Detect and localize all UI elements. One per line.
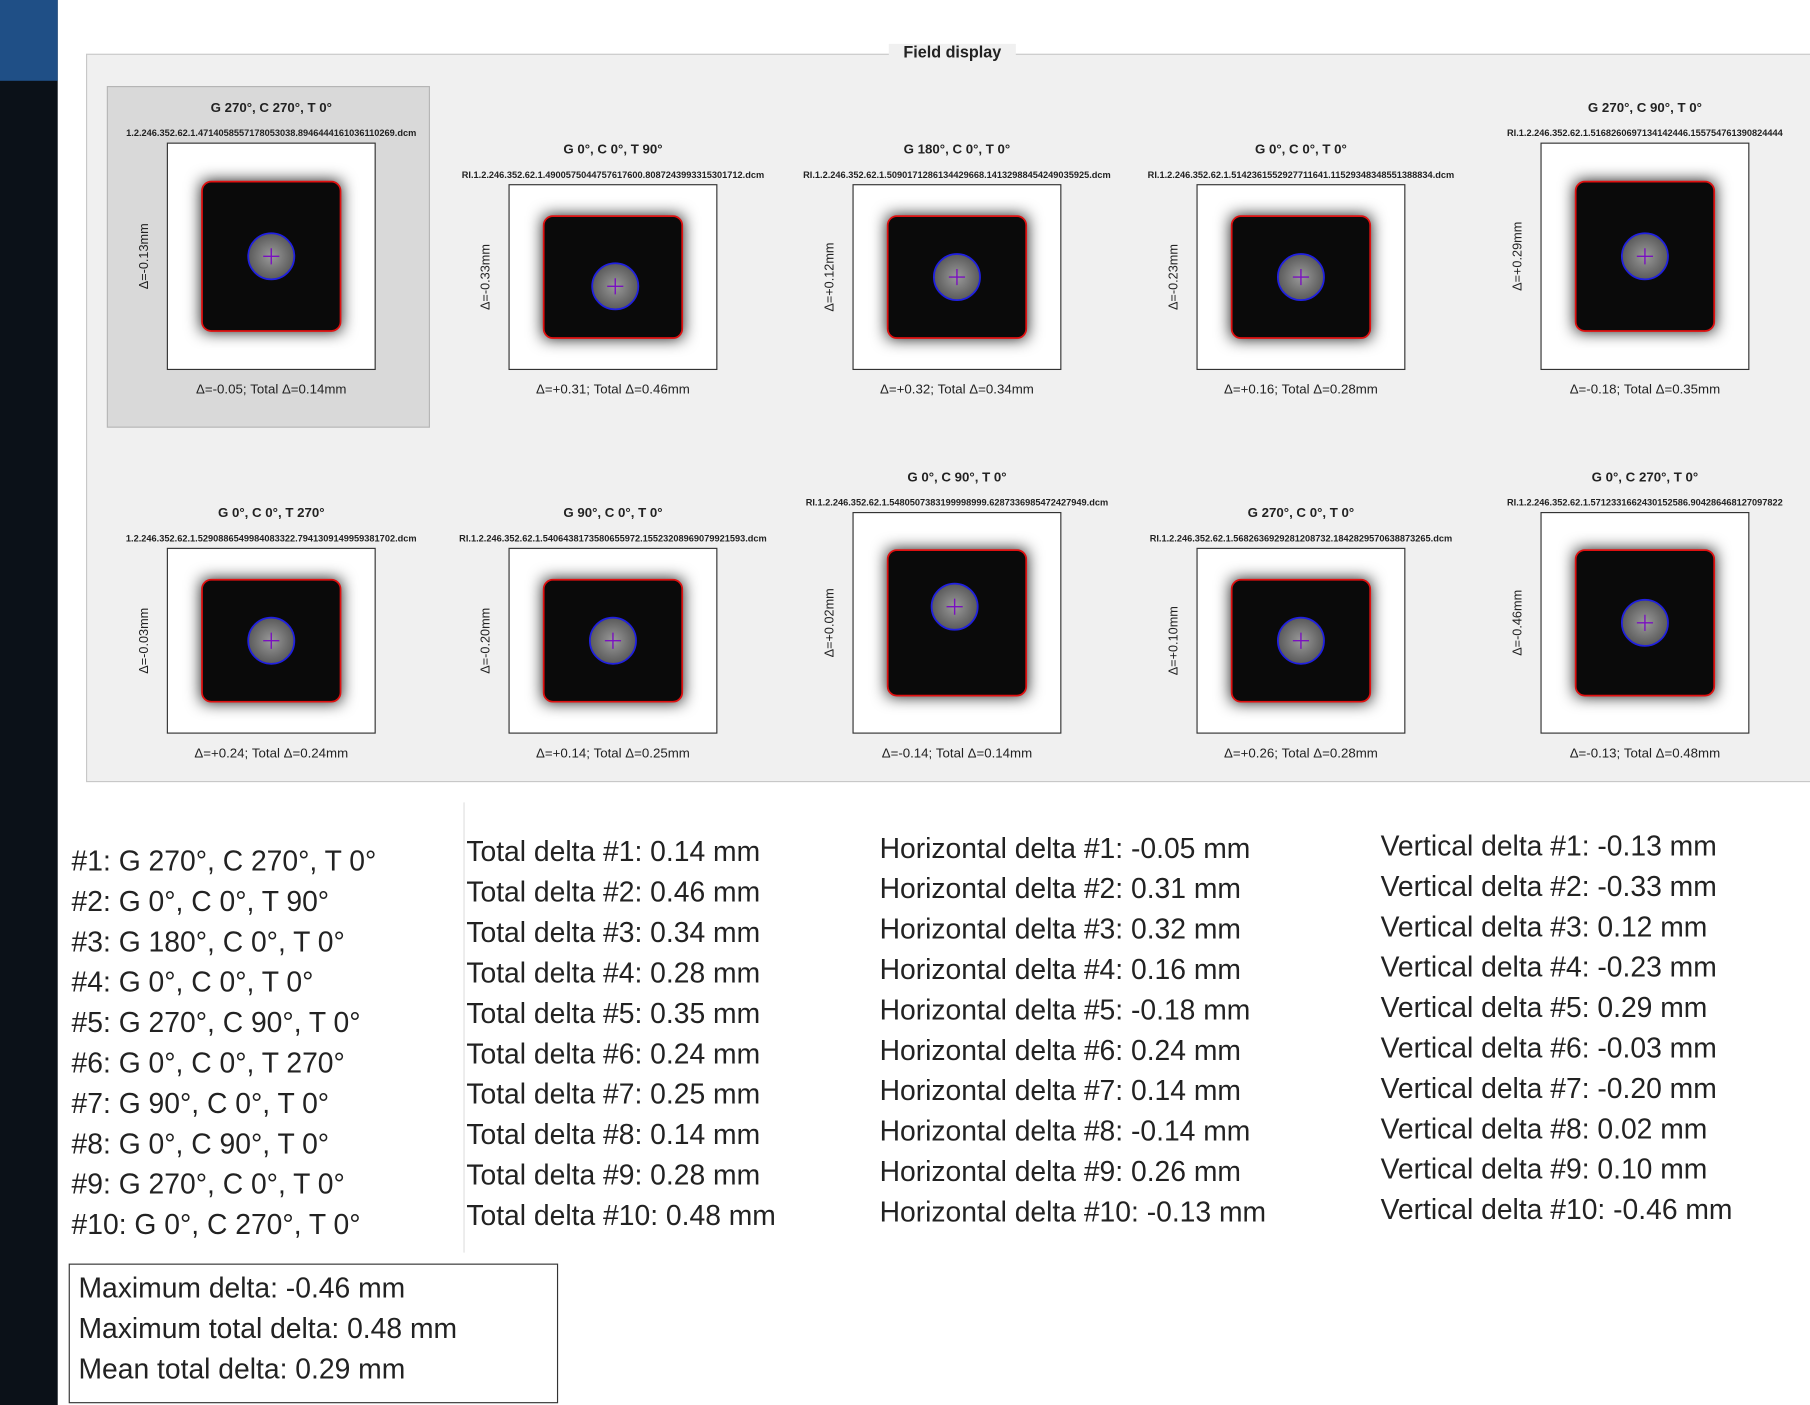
vertical-delta-label: Δ=+0.02mm <box>822 588 836 657</box>
result-line: #9: G 270°, C 0°, T 0° <box>72 1168 345 1200</box>
field-tile[interactable]: G 270°, C 90°, T 0° RI.1.2.246.352.62.1.5… <box>1507 100 1784 397</box>
result-line: Vertical delta #5: 0.29 mm <box>1381 991 1708 1023</box>
tile-title: G 0°, C 0°, T 90° <box>563 142 662 157</box>
vertical-delta-label: Δ=+0.12mm <box>822 243 836 312</box>
result-line: Total delta #4: 0.28 mm <box>466 956 760 988</box>
summary-line: Maximum total delta: 0.48 mm <box>78 1312 457 1344</box>
vertical-delta-label: Δ=-0.33mm <box>478 244 492 310</box>
tile-filename: RI.1.2.246.352.62.1.5712331662430152586.… <box>1507 498 1783 508</box>
summary-line: Maximum delta: -0.46 mm <box>78 1272 405 1304</box>
result-line: Total delta #9: 0.28 mm <box>466 1158 760 1190</box>
result-line: Vertical delta #4: -0.23 mm <box>1381 951 1717 983</box>
horizontal-delta-label: Δ=-0.13; Total Δ=0.48mm <box>1570 745 1720 760</box>
result-line: Horizontal delta #6: 0.24 mm <box>880 1034 1241 1066</box>
result-line: Total delta #3: 0.34 mm <box>466 916 760 948</box>
result-line: #4: G 0°, C 0°, T 0° <box>72 966 314 998</box>
horizontal-delta-label: Δ=-0.05; Total Δ=0.14mm <box>196 382 346 397</box>
result-line: #3: G 180°, C 0°, T 0° <box>72 925 345 957</box>
result-line: Horizontal delta #10: -0.13 mm <box>880 1195 1266 1227</box>
result-line: Horizontal delta #5: -0.18 mm <box>880 993 1251 1025</box>
result-line: Vertical delta #7: -0.20 mm <box>1381 1072 1717 1104</box>
horizontal-delta-label: Δ=+0.31; Total Δ=0.46mm <box>536 382 690 397</box>
result-line: #10: G 0°, C 270°, T 0° <box>72 1208 361 1240</box>
screen: Field display G 270°, C 270°, T 0° 1.2.24… <box>0 0 1810 1405</box>
tile-title: G 0°, C 270°, T 0° <box>1592 469 1699 484</box>
tile-title: G 0°, C 0°, T 270° <box>218 505 325 520</box>
result-line: Horizontal delta #1: -0.05 mm <box>880 832 1251 864</box>
result-line: Total delta #2: 0.46 mm <box>466 876 760 908</box>
result-line: Horizontal delta #8: -0.14 mm <box>880 1115 1251 1147</box>
tile-filename: RI.1.2.246.352.62.1.5682636929281208732.… <box>1150 533 1452 543</box>
tile-filename: RI.1.2.246.352.62.1.5090171286134429668.… <box>803 170 1111 180</box>
tile-filename: RI.1.2.246.352.62.1.5480507383199998999.… <box>806 498 1108 508</box>
field-tile[interactable]: G 0°, C 270°, T 0° RI.1.2.246.352.62.1.57… <box>1507 469 1783 760</box>
result-line: Total delta #7: 0.25 mm <box>466 1078 760 1110</box>
horizontal-delta-label: Δ=+0.16; Total Δ=0.28mm <box>1224 382 1378 397</box>
result-line: Vertical delta #3: 0.12 mm <box>1381 910 1708 942</box>
vertical-delta-label: Δ=-0.03mm <box>137 608 151 674</box>
result-line: Vertical delta #2: -0.33 mm <box>1381 870 1717 902</box>
result-line: Total delta #5: 0.35 mm <box>466 997 760 1029</box>
result-line: #1: G 270°, C 270°, T 0° <box>72 844 377 876</box>
result-line: Total delta #10: 0.48 mm <box>466 1199 776 1231</box>
result-line: #7: G 90°, C 0°, T 0° <box>72 1087 330 1119</box>
vertical-delta-label: Δ=-0.20mm <box>478 608 492 674</box>
result-line: Vertical delta #10: -0.46 mm <box>1381 1193 1733 1225</box>
tile-filename: 1.2.246.352.62.1.5290886549984083322.794… <box>126 533 417 543</box>
tile-title: G 90°, C 0°, T 0° <box>563 505 662 520</box>
vertical-delta-label: Δ=-0.23mm <box>1166 244 1180 310</box>
tile-title: G 0°, C 0°, T 0° <box>1255 142 1347 157</box>
horizontal-delta-label: Δ=-0.14; Total Δ=0.14mm <box>882 745 1032 760</box>
horizontal-delta-label: Δ=+0.26; Total Δ=0.28mm <box>1224 745 1378 760</box>
summary-line: Mean total delta: 0.29 mm <box>78 1352 405 1384</box>
tile-filename: 1.2.246.352.62.1.4714058557178053038.894… <box>126 128 416 138</box>
result-line: Vertical delta #1: -0.13 mm <box>1381 829 1717 861</box>
result-line: #6: G 0°, C 0°, T 270° <box>72 1047 345 1079</box>
page: Field display G 270°, C 270°, T 0° 1.2.24… <box>0 0 1810 1405</box>
result-line: #2: G 0°, C 0°, T 90° <box>72 885 330 917</box>
result-line: Horizontal delta #3: 0.32 mm <box>880 913 1241 945</box>
vertical-delta-label: Δ=-0.13mm <box>137 223 151 289</box>
tile-title: G 270°, C 270°, T 0° <box>211 100 332 115</box>
result-line: Total delta #8: 0.14 mm <box>466 1118 760 1150</box>
vertical-delta-label: Δ=+0.29mm <box>1510 222 1524 291</box>
horizontal-delta-label: Δ=+0.24; Total Δ=0.24mm <box>194 745 348 760</box>
tile-filename: RI.1.2.246.352.62.1.5406438173580655972.… <box>459 533 767 543</box>
tile-filename: RI.1.2.246.352.62.1.5168260697134142446.… <box>1507 128 1784 138</box>
result-line: Horizontal delta #4: 0.16 mm <box>880 953 1241 985</box>
result-line: Horizontal delta #9: 0.26 mm <box>880 1155 1241 1187</box>
result-line: Vertical delta #9: 0.10 mm <box>1381 1153 1708 1185</box>
tile-filename: RI.1.2.246.352.62.1.4900575044757617600.… <box>462 170 764 180</box>
horizontal-delta-label: Δ=-0.18; Total Δ=0.35mm <box>1570 382 1720 397</box>
result-line: Horizontal delta #7: 0.14 mm <box>880 1074 1241 1106</box>
side-strip <box>0 0 58 1405</box>
horizontal-delta-label: Δ=+0.14; Total Δ=0.25mm <box>536 745 690 760</box>
result-line: Vertical delta #6: -0.03 mm <box>1381 1032 1717 1064</box>
field-tile[interactable]: G 270°, C 270°, T 0° 1.2.246.352.62.1.471… <box>126 100 416 397</box>
vertical-delta-label: Δ=+0.10mm <box>1166 606 1180 675</box>
result-line: #8: G 0°, C 90°, T 0° <box>72 1127 330 1159</box>
tile-title: G 270°, C 0°, T 0° <box>1248 505 1355 520</box>
result-line: Total delta #6: 0.24 mm <box>466 1037 760 1069</box>
tile-filename: RI.1.2.246.352.62.1.5142361552927711641.… <box>1148 170 1455 180</box>
result-line: Horizontal delta #2: 0.31 mm <box>880 872 1241 904</box>
result-line: #5: G 270°, C 90°, T 0° <box>72 1006 361 1038</box>
horizontal-delta-label: Δ=+0.32; Total Δ=0.34mm <box>880 382 1034 397</box>
panel-title: Field display <box>903 44 1001 62</box>
result-line: Total delta #1: 0.14 mm <box>466 835 760 867</box>
vertical-delta-label: Δ=-0.46mm <box>1510 590 1524 656</box>
result-line: Vertical delta #8: 0.02 mm <box>1381 1112 1708 1144</box>
tile-title: G 0°, C 90°, T 0° <box>907 469 1006 484</box>
side-strip-accent <box>0 0 58 81</box>
tile-title: G 180°, C 0°, T 0° <box>904 142 1011 157</box>
tile-title: G 270°, C 90°, T 0° <box>1588 100 1702 115</box>
